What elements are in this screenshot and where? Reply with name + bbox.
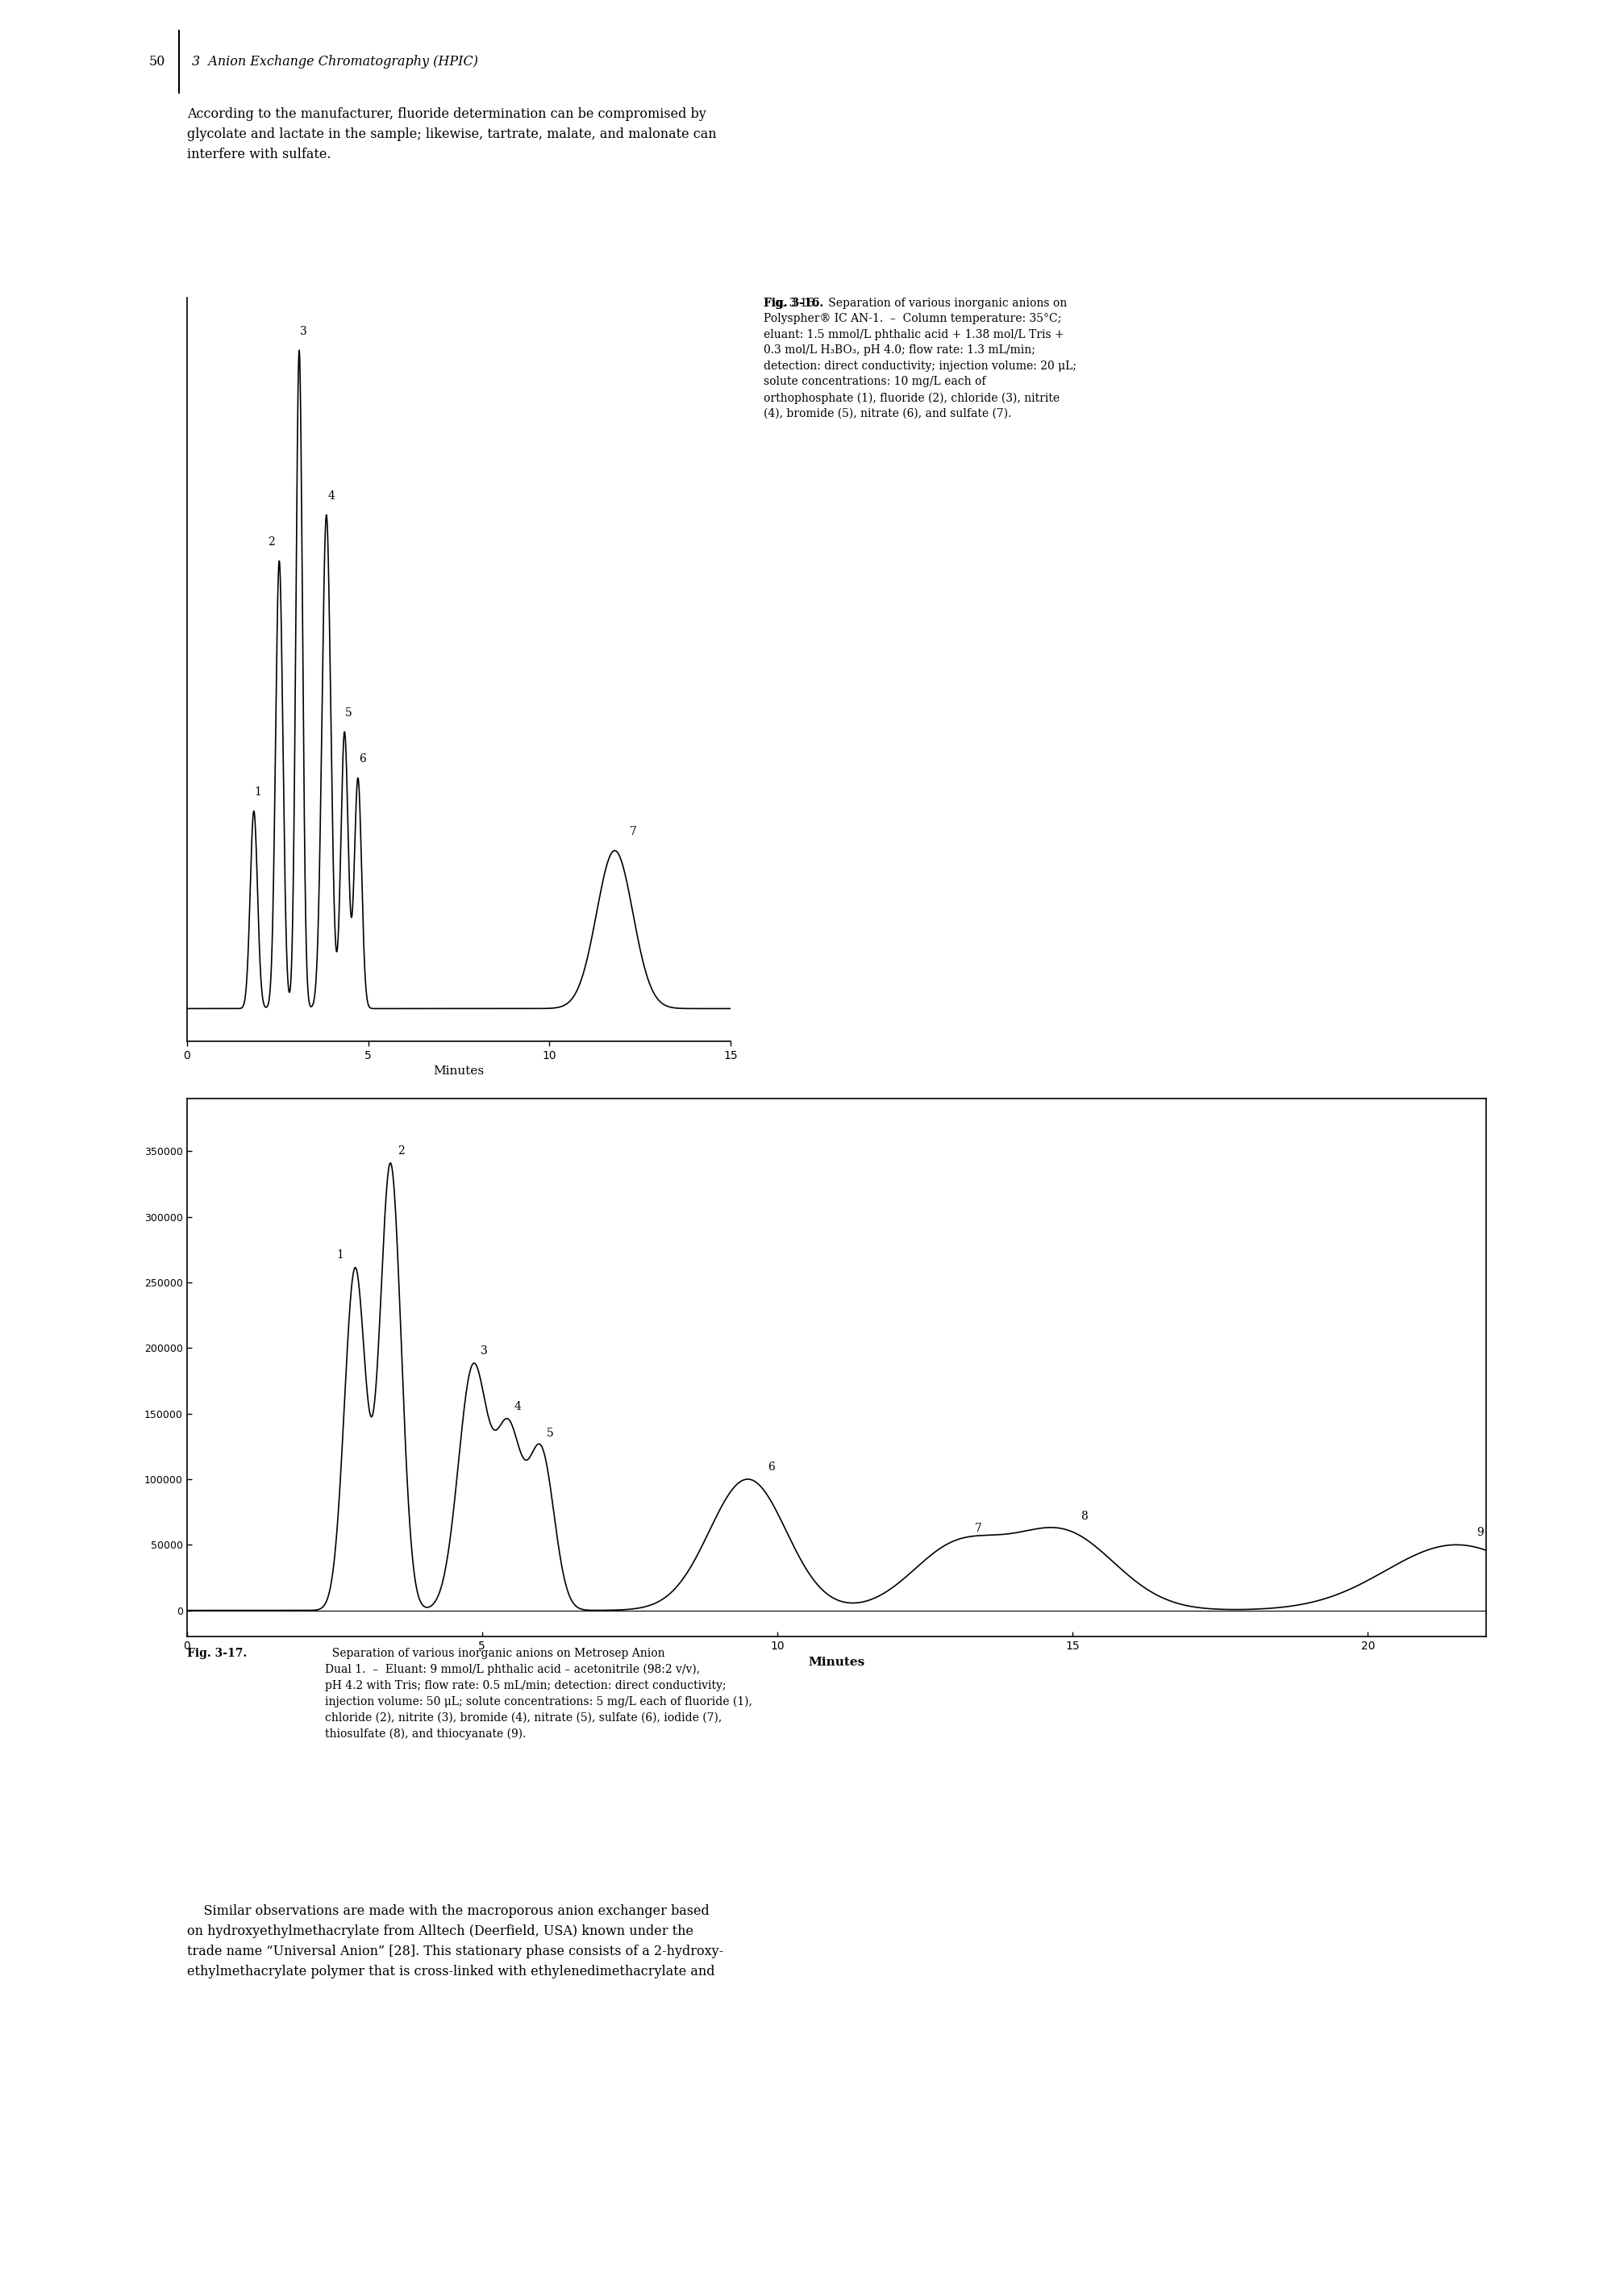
Text: 1: 1: [255, 787, 261, 799]
X-axis label: Minutes: Minutes: [434, 1067, 484, 1076]
Text: Similar observations are made with the macroporous anion exchanger based
on hydr: Similar observations are made with the m…: [187, 1904, 723, 1978]
Text: Separation of various inorganic anions on Metrosep Anion
Dual 1.  –  Eluant: 9 m: Separation of various inorganic anions o…: [325, 1648, 752, 1740]
Text: 6: 6: [359, 753, 365, 765]
Text: 3  Anion Exchange Chromatography (HPIC): 3 Anion Exchange Chromatography (HPIC): [192, 55, 477, 69]
Text: Fig. 3-16.: Fig. 3-16.: [763, 298, 823, 309]
Text: 1: 1: [336, 1250, 344, 1261]
Text: Fig. 3-16.   Separation of various inorganic anions on
Polyspher® IC AN-1.  –  C: Fig. 3-16. Separation of various inorgan…: [763, 298, 1077, 419]
X-axis label: Minutes: Minutes: [809, 1657, 864, 1669]
Text: 2: 2: [268, 536, 274, 547]
Text: 5: 5: [546, 1428, 554, 1440]
Text: 8: 8: [1082, 1511, 1088, 1522]
Text: 3: 3: [300, 325, 307, 336]
Text: 6: 6: [768, 1460, 775, 1472]
Text: Fig. 3-17.: Fig. 3-17.: [187, 1648, 247, 1660]
Text: 5: 5: [346, 707, 352, 719]
Text: 4: 4: [513, 1401, 521, 1412]
Text: 9: 9: [1476, 1527, 1484, 1538]
Text: 2: 2: [398, 1144, 404, 1156]
Text: According to the manufacturer, fluoride determination can be compromised by
glyc: According to the manufacturer, fluoride …: [187, 108, 716, 160]
Text: 7: 7: [974, 1522, 981, 1534]
Text: 7: 7: [628, 826, 637, 838]
Text: 3: 3: [481, 1346, 487, 1357]
Text: 4: 4: [328, 490, 335, 501]
Text: 50: 50: [149, 55, 166, 69]
